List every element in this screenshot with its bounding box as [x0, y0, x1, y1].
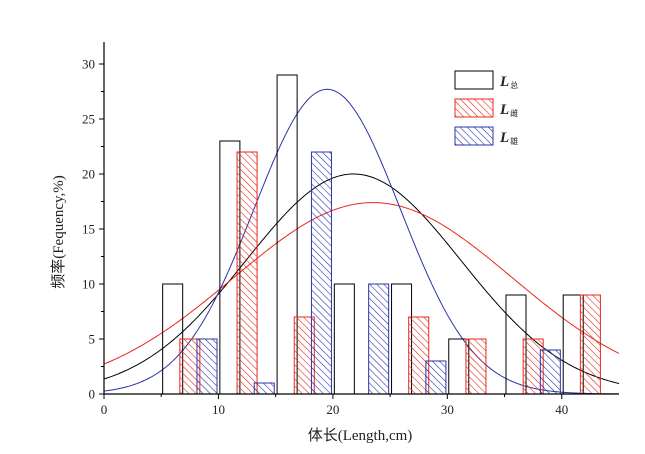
y-axis-title: 频率(Fequency,%) [50, 175, 67, 289]
legend: L总 L雌 L雄 [454, 70, 518, 146]
y-tick-label: 15 [82, 222, 95, 237]
y-tick-label: 10 [82, 277, 95, 292]
legend-swatch [454, 98, 494, 118]
x-tick-label: 20 [326, 402, 339, 417]
bar-series-0 [333, 283, 355, 395]
x-axis-title: 体长(Length,cm) [308, 427, 413, 444]
bar-series-1 [465, 338, 487, 395]
bar-series-1 [579, 294, 601, 395]
y-tick-label: 20 [82, 167, 95, 182]
axes: 0 5 10 15 20 25 30 0 10 20 30 40 [82, 42, 619, 417]
bar-series-2 [425, 360, 447, 395]
legend-label: L雄 [499, 130, 518, 146]
legend-label: L雌 [499, 102, 518, 118]
y-tick-label: 5 [89, 332, 96, 347]
fit-curve-series-1 [103, 202, 620, 365]
y-tick-label: 25 [82, 112, 95, 127]
legend-swatch [454, 70, 494, 90]
bar-series-2 [539, 349, 561, 395]
x-tick-label: 0 [101, 402, 108, 417]
bar-series-1 [236, 151, 258, 395]
x-tick-label: 30 [441, 402, 454, 417]
legend-label: L总 [499, 74, 518, 90]
bar-series-2 [253, 382, 275, 395]
bar-series-2 [310, 151, 332, 395]
histogram-bars [162, 74, 601, 395]
bar-series-2 [196, 338, 218, 395]
bar-series-2 [368, 283, 390, 395]
y-tick-label: 30 [82, 57, 95, 72]
legend-swatch [454, 126, 494, 146]
y-tick-label: 0 [89, 387, 96, 402]
x-tick-label: 10 [212, 402, 225, 417]
x-tick-label: 40 [555, 402, 568, 417]
